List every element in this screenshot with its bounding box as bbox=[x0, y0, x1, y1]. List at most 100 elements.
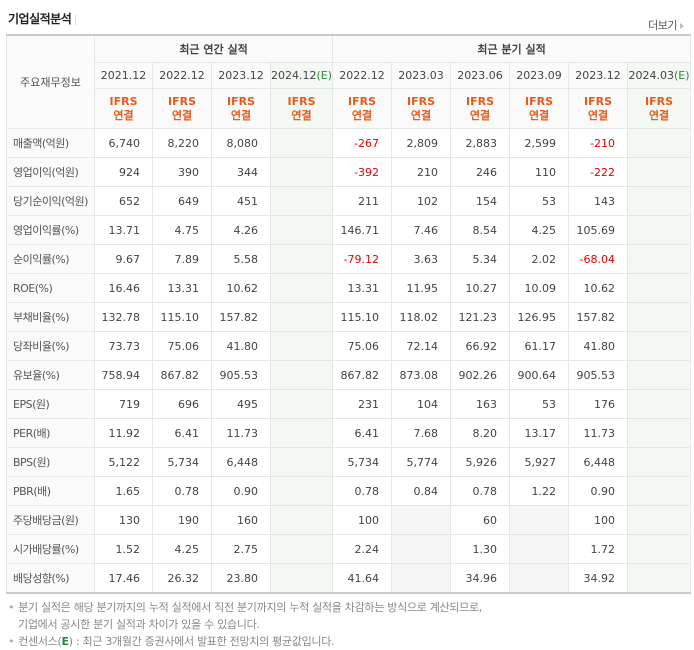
annual-value: 10.62 bbox=[211, 273, 271, 303]
period-header: 2021.12 bbox=[94, 62, 153, 89]
quarter-value: 41.80 bbox=[568, 331, 629, 361]
annual-value: 1.65 bbox=[94, 476, 153, 506]
period-header: 2022.12 bbox=[332, 62, 393, 89]
period-header: 2023.03 bbox=[391, 62, 452, 89]
annual-value: 8,080 bbox=[211, 128, 271, 158]
annual-value: 130 bbox=[94, 505, 153, 535]
period-header: 2022.12 bbox=[152, 62, 212, 89]
quarter-value: 100 bbox=[568, 505, 629, 535]
quarter-value: 13.17 bbox=[509, 418, 570, 448]
quarter-value bbox=[627, 447, 692, 477]
quarter-value: 121.23 bbox=[450, 302, 511, 332]
annual-value: 0.78 bbox=[152, 476, 212, 506]
annual-value: 2.75 bbox=[211, 534, 271, 564]
annual-value: 344 bbox=[211, 157, 271, 187]
table-row: PER(배) 11.92 6.41 11.73 6.41 7.68 8.20 13.17 11.… bbox=[6, 418, 692, 448]
annual-value: 132.78 bbox=[94, 302, 153, 332]
period-header: 2023.12 bbox=[568, 62, 629, 89]
quarter-value: -79.12 bbox=[332, 244, 393, 274]
annual-value: 1.52 bbox=[94, 534, 153, 564]
annual-value bbox=[269, 476, 334, 506]
period-header: 2024.03(E) bbox=[627, 62, 692, 89]
accounting-basis: IFRS 연결 bbox=[391, 88, 452, 129]
annual-value bbox=[269, 534, 334, 564]
quarter-value: 8.54 bbox=[450, 215, 511, 245]
quarter-value: 60 bbox=[450, 505, 511, 535]
quarter-value: 143 bbox=[568, 186, 629, 216]
quarter-value: 1.22 bbox=[509, 476, 570, 506]
quarter-value: 61.17 bbox=[509, 331, 570, 361]
accounting-basis: IFRS 연결 bbox=[332, 88, 393, 129]
annual-value: 75.06 bbox=[152, 331, 212, 361]
quarter-value bbox=[627, 505, 692, 535]
table-row: 배당성향(%) 17.46 26.32 23.80 41.64 34.96 34.92 bbox=[6, 563, 692, 594]
table-row: 주당배당금(원) 130 190 160 100 60 100 bbox=[6, 505, 692, 535]
annual-value: 867.82 bbox=[152, 360, 212, 390]
table-row: 유보율(%) 758.94 867.82 905.53 867.82 873.08 902.… bbox=[6, 360, 692, 390]
quarter-value: 0.78 bbox=[332, 476, 393, 506]
annual-value: 115.10 bbox=[152, 302, 212, 332]
annual-value: 13.31 bbox=[152, 273, 212, 303]
quarter-value: 231 bbox=[332, 389, 393, 419]
quarter-value: 66.92 bbox=[450, 331, 511, 361]
section-title: 기업실적분석 bbox=[8, 10, 76, 27]
quarter-value: 900.64 bbox=[509, 360, 570, 390]
row-label: 당기순이익(억원) bbox=[6, 186, 95, 216]
quarter-value: 154 bbox=[450, 186, 511, 216]
annual-value: 696 bbox=[152, 389, 212, 419]
table-row: EPS(원) 719 696 495 231 104 163 53 176 bbox=[6, 389, 692, 419]
period-header: 2024.12(E) bbox=[269, 62, 334, 89]
quarter-value: 246 bbox=[450, 157, 511, 187]
quarter-value: 0.84 bbox=[391, 476, 452, 506]
annual-value: 8,220 bbox=[152, 128, 212, 158]
quarter-value: 10.09 bbox=[509, 273, 570, 303]
quarter-value: 5,734 bbox=[332, 447, 393, 477]
quarter-value: 104 bbox=[391, 389, 452, 419]
annual-value: 649 bbox=[152, 186, 212, 216]
estimate-mark: (E) bbox=[674, 69, 690, 82]
annual-value bbox=[269, 418, 334, 448]
table-row: PBR(배) 1.65 0.78 0.90 0.78 0.84 0.78 1.22 0.90 bbox=[6, 476, 692, 506]
row-label: BPS(원) bbox=[6, 447, 95, 477]
quarter-value: 75.06 bbox=[332, 331, 393, 361]
quarter-value: 873.08 bbox=[391, 360, 452, 390]
annual-value: 5,122 bbox=[94, 447, 153, 477]
annual-value: 16.46 bbox=[94, 273, 153, 303]
quarter-value bbox=[627, 186, 692, 216]
annual-value: 9.67 bbox=[94, 244, 153, 274]
quarter-value: 2.02 bbox=[509, 244, 570, 274]
quarter-value bbox=[627, 563, 692, 594]
table-row: 매출액(억원) 6,740 8,220 8,080 -267 2,809 2,883 2,59… bbox=[6, 128, 692, 158]
accounting-basis: IFRS 연결 bbox=[568, 88, 629, 129]
quarter-value: 157.82 bbox=[568, 302, 629, 332]
quarter-value bbox=[509, 534, 570, 564]
quarter-value: 11.95 bbox=[391, 273, 452, 303]
annual-value bbox=[269, 128, 334, 158]
annual-value bbox=[269, 389, 334, 419]
annual-value: 905.53 bbox=[211, 360, 271, 390]
quarter-value: 176 bbox=[568, 389, 629, 419]
quarter-value bbox=[391, 534, 452, 564]
more-link[interactable]: 더보기 bbox=[648, 17, 684, 33]
accounting-basis: IFRS 연결 bbox=[450, 88, 511, 129]
quarter-value: 5,927 bbox=[509, 447, 570, 477]
quarter-value: 41.64 bbox=[332, 563, 393, 594]
annual-value: 6,448 bbox=[211, 447, 271, 477]
quarter-value: 1.30 bbox=[450, 534, 511, 564]
annual-value: 11.92 bbox=[94, 418, 153, 448]
annual-value: 17.46 bbox=[94, 563, 153, 594]
quarter-value: 5.34 bbox=[450, 244, 511, 274]
annual-value: 4.26 bbox=[211, 215, 271, 245]
annual-value: 451 bbox=[211, 186, 271, 216]
row-label: 주당배당금(원) bbox=[6, 505, 95, 535]
annual-value bbox=[269, 331, 334, 361]
table-row: 영업이익(억원) 924 390 344 -392 210 246 110 -222 bbox=[6, 157, 692, 187]
quarter-value: 2,809 bbox=[391, 128, 452, 158]
quarter-value: 115.10 bbox=[332, 302, 393, 332]
footnote-2: • 컨센서스(E) : 최근 3개월간 증권사에서 발표한 전망치의 평균값입니다… bbox=[8, 635, 335, 648]
quarter-value bbox=[627, 534, 692, 564]
quarter-value bbox=[627, 215, 692, 245]
annual-value: 6,740 bbox=[94, 128, 153, 158]
annual-value: 26.32 bbox=[152, 563, 212, 594]
quarter-value bbox=[509, 563, 570, 594]
